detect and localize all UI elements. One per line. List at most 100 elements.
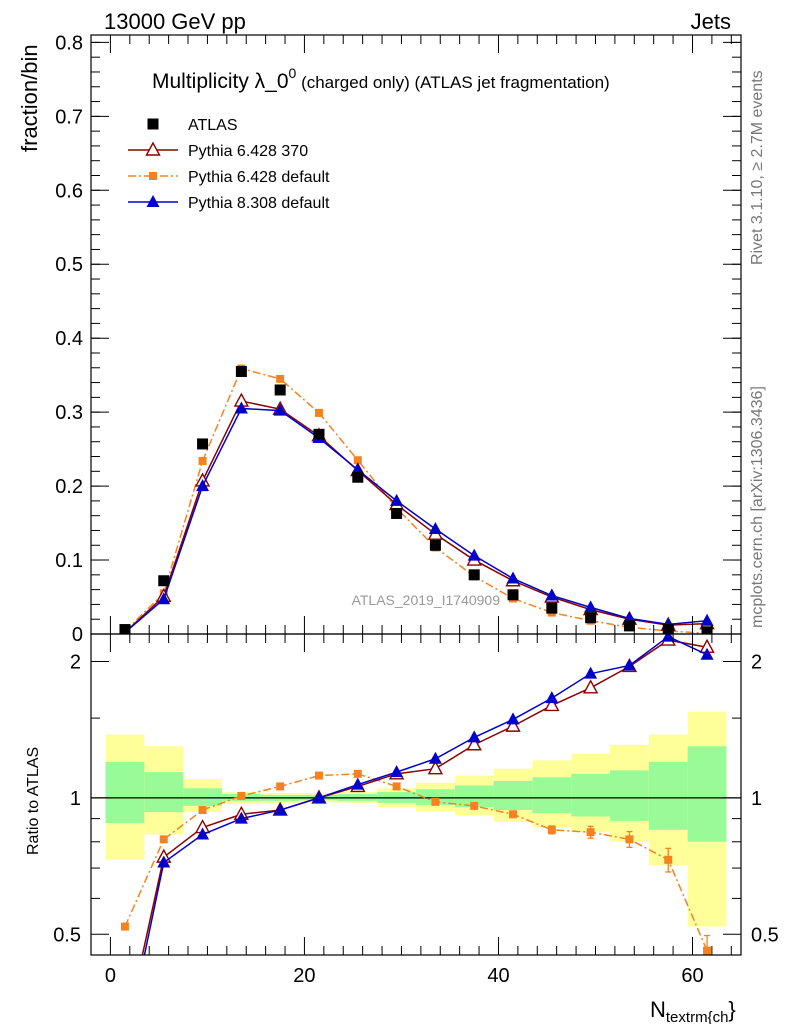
ratio-series-line bbox=[124, 773, 708, 951]
data-point bbox=[507, 589, 519, 601]
main-ytick-label: 0.5 bbox=[55, 254, 83, 276]
ratio-data-point bbox=[544, 696, 560, 712]
mcplots-label: mcplots.cern.ch [arXiv:1306.3436] bbox=[749, 386, 766, 628]
ratio-data-point bbox=[392, 782, 401, 791]
main-series bbox=[119, 364, 715, 634]
legend-entry: Pythia 6.428 default bbox=[128, 169, 330, 186]
legend-marker bbox=[145, 141, 161, 156]
xtick-label: 40 bbox=[487, 965, 509, 987]
green-band bbox=[183, 788, 222, 806]
legend-entry: ATLAS bbox=[147, 117, 238, 134]
main-title-text: Multiplicity λ_0 bbox=[152, 70, 289, 93]
data-point bbox=[196, 479, 210, 492]
data-point bbox=[274, 384, 286, 396]
ratio-data-point bbox=[625, 835, 634, 844]
ratio-data-point bbox=[700, 647, 714, 660]
ratio-frame bbox=[90, 633, 742, 956]
data-point bbox=[700, 613, 714, 626]
green-band bbox=[105, 762, 145, 824]
data-point bbox=[313, 428, 325, 440]
ratio-data-point bbox=[545, 691, 559, 704]
data-point bbox=[157, 592, 171, 605]
ratio-data-point bbox=[157, 855, 171, 868]
main-ytick-label: 0.4 bbox=[55, 328, 83, 350]
main-ytick-label: 0.2 bbox=[55, 476, 83, 498]
green-band bbox=[532, 777, 572, 814]
ratio-data-point bbox=[661, 634, 675, 642]
data-point bbox=[197, 438, 209, 450]
main-ylabel: fraction/bin bbox=[17, 44, 42, 152]
legend-marker bbox=[149, 172, 157, 180]
ratio-series bbox=[120, 634, 715, 955]
ratio-data-point bbox=[314, 771, 323, 780]
ratio-data-point bbox=[198, 806, 207, 815]
data-point bbox=[585, 612, 597, 624]
main-title-superscript: 0 bbox=[289, 65, 297, 81]
ratio-data-point bbox=[312, 790, 326, 803]
ratio-data-point bbox=[427, 760, 444, 775]
xaxis-label-main: N bbox=[650, 997, 666, 1022]
main-ytick-label: 0.1 bbox=[55, 550, 83, 572]
ratio-data-point bbox=[664, 855, 673, 864]
ratio-data-point bbox=[353, 769, 362, 778]
legend-label: Pythia 6.428 default bbox=[188, 169, 330, 186]
ratio-data-point bbox=[237, 791, 246, 800]
rivet-label: Rivet 3.1.10, ≥ 2.7M events bbox=[749, 70, 766, 265]
legend-label: Pythia 8.308 default bbox=[188, 195, 330, 212]
main-ytick-label: 0.7 bbox=[55, 106, 83, 128]
data-point bbox=[158, 575, 170, 587]
legend-marker bbox=[147, 118, 159, 130]
data-point bbox=[623, 620, 635, 632]
header-left-label: 13000 GeV pp bbox=[104, 9, 246, 34]
data-point bbox=[701, 626, 713, 634]
legend-entry: Pythia 8.308 default bbox=[128, 195, 330, 212]
series-line bbox=[124, 400, 708, 634]
data-point bbox=[391, 507, 403, 519]
ratio-ytick-label: 0.5 bbox=[53, 924, 81, 946]
ratio-series-line bbox=[141, 639, 708, 955]
green-band bbox=[454, 785, 494, 807]
ratio-data-point bbox=[622, 658, 636, 671]
xaxis-label: Ntextrm{ch} bbox=[650, 997, 736, 1024]
data-point bbox=[584, 600, 598, 613]
legend: ATLAS Pythia 6.428 370 Pythia 6.428 defaul… bbox=[128, 117, 330, 212]
main-ytick-label: 0 bbox=[72, 624, 83, 646]
data-point bbox=[234, 401, 248, 414]
data-point bbox=[273, 403, 287, 416]
xaxis-label-tail: } bbox=[728, 997, 735, 1022]
main-ytick-label: 0.3 bbox=[55, 402, 83, 424]
ratio-data-point bbox=[703, 946, 712, 955]
xtick-label: 20 bbox=[293, 965, 315, 987]
main-title-suffix: (charged only) (ATLAS jet fragmentation) bbox=[296, 73, 609, 92]
green-band bbox=[493, 780, 533, 811]
ratio-data-point bbox=[234, 811, 248, 824]
ratio-ytick-label-right: 1 bbox=[751, 788, 762, 810]
ratio-data-point bbox=[505, 717, 521, 732]
ratio-data-point bbox=[506, 712, 520, 725]
legend-label: ATLAS bbox=[188, 117, 238, 134]
header-right-label: Jets bbox=[691, 9, 731, 34]
data-point bbox=[276, 374, 285, 383]
ratio-data-point bbox=[509, 810, 518, 819]
data-point bbox=[353, 456, 362, 465]
series-line bbox=[124, 367, 708, 634]
ratio-data-point bbox=[351, 777, 365, 790]
data-point bbox=[546, 602, 558, 614]
ratio-series-2 bbox=[143, 634, 714, 955]
data-point bbox=[545, 588, 559, 601]
legend-label: Pythia 6.428 370 bbox=[188, 143, 308, 160]
ratio-ytick-label: 2 bbox=[70, 651, 81, 673]
ratio-data-point bbox=[466, 736, 482, 751]
data-point bbox=[198, 456, 207, 465]
ratio-data-point bbox=[273, 803, 287, 816]
green-band bbox=[416, 789, 455, 805]
ratio-ytick-label: 1 bbox=[70, 788, 81, 810]
data-point bbox=[468, 569, 480, 581]
ratio-data-point bbox=[431, 797, 440, 806]
main-ytick-label: 0.6 bbox=[55, 180, 83, 202]
ratio-ylabel: Ratio to ATLAS bbox=[25, 747, 42, 855]
xtick-label: 60 bbox=[681, 965, 703, 987]
data-point bbox=[352, 471, 364, 483]
series-0 bbox=[119, 365, 713, 634]
ratio-data-point bbox=[582, 679, 599, 694]
